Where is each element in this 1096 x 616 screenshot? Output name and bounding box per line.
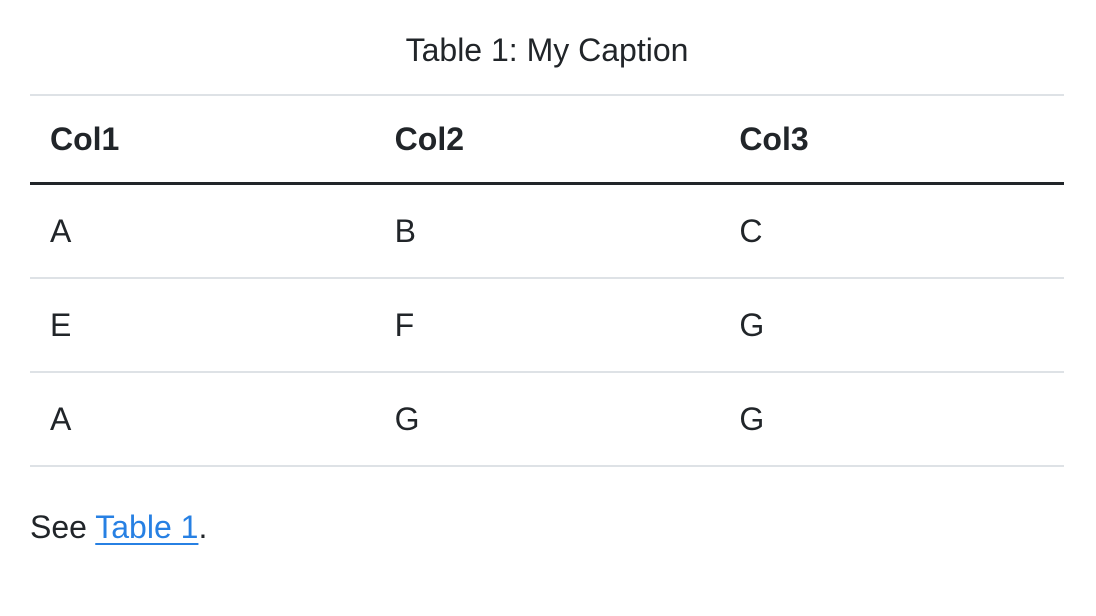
table-1-link[interactable]: Table 1 bbox=[95, 509, 199, 545]
table-cell-r1c2: B bbox=[374, 183, 720, 279]
crossref-paragraph: See Table 1. bbox=[30, 503, 1064, 551]
data-table: Col1 Col2 Col3 A B C E F G A G G bbox=[30, 94, 1064, 467]
column-header-col2: Col2 bbox=[374, 94, 720, 185]
table-cell-r2c1: E bbox=[30, 278, 375, 373]
table-cell-r1c3: C bbox=[719, 183, 1064, 279]
table-caption: Table 1: My Caption bbox=[405, 32, 689, 68]
table-header-row: Col1 Col2 Col3 bbox=[30, 94, 1064, 185]
column-header-col1: Col1 bbox=[30, 94, 375, 185]
table-row: A B C bbox=[30, 183, 1064, 279]
document-content: Table 1: My Caption Col1 Col2 Col3 A B C… bbox=[30, 26, 1064, 551]
table-cell-r3c3: G bbox=[719, 372, 1064, 467]
table-cell-r2c2: F bbox=[374, 278, 720, 373]
table-cell-r1c1: A bbox=[30, 183, 375, 279]
table-row: E F G bbox=[30, 278, 1064, 373]
column-header-col3: Col3 bbox=[719, 94, 1064, 185]
table-body: A B C E F G A G G bbox=[30, 183, 1064, 467]
table-cell-r2c3: G bbox=[719, 278, 1064, 373]
table-cell-r3c2: G bbox=[374, 372, 720, 467]
crossref-text-after: . bbox=[198, 509, 208, 545]
table-cell-r3c1: A bbox=[30, 372, 375, 467]
table-row: A G G bbox=[30, 372, 1064, 467]
crossref-text-before: See bbox=[30, 509, 96, 545]
table-head: Col1 Col2 Col3 bbox=[30, 94, 1064, 185]
